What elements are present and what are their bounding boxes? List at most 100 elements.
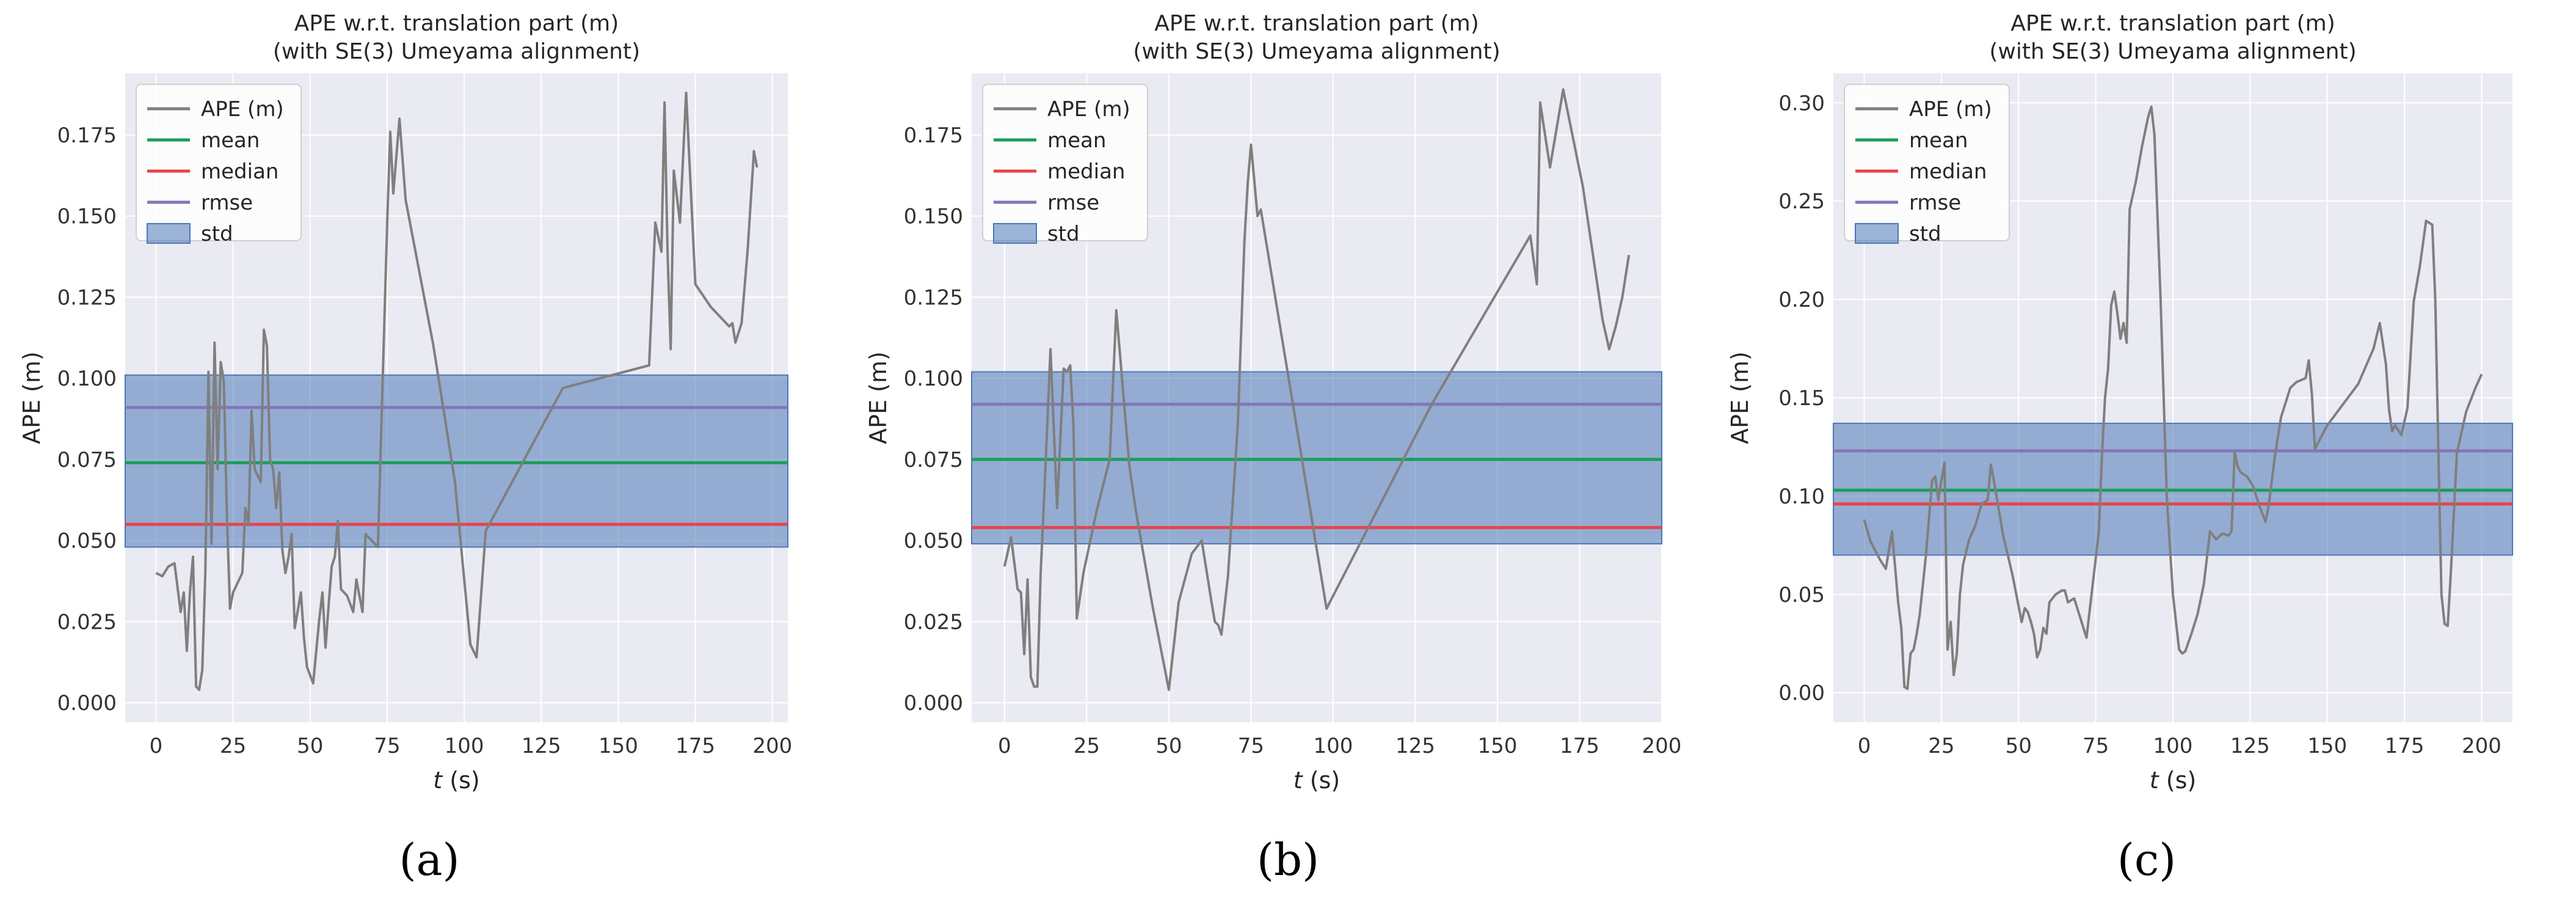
legend-label: rmse: [201, 191, 253, 215]
panel-label-c: (c): [2117, 834, 2177, 885]
legend-label: median: [201, 159, 278, 184]
chart-b: APE w.r.t. translation part (m) (with SE(…: [865, 11, 1682, 794]
legend-label: APE (m): [201, 97, 284, 122]
chart-title: APE w.r.t. translation part (m): [294, 11, 619, 36]
legend-label: mean: [201, 128, 260, 153]
panel-label-a: (a): [399, 834, 460, 885]
x-tick-label: 150: [1477, 734, 1517, 758]
x-tick-label: 75: [2083, 734, 2109, 758]
legend-label: std: [1909, 222, 1941, 246]
legend-label: mean: [1909, 128, 1968, 153]
y-tick-label: 0.125: [57, 285, 117, 310]
x-tick-label: 50: [2006, 734, 2032, 758]
legend-label: rmse: [1047, 191, 1099, 215]
y-tick-label: 0.10: [1778, 485, 1825, 509]
y-tick-label: 0.075: [904, 448, 963, 472]
x-axis-label-var: t: [2150, 767, 2160, 794]
y-tick-label: 0.100: [904, 367, 963, 391]
y-tick-label: 0.175: [57, 123, 117, 148]
x-tick-label: 125: [2230, 734, 2270, 758]
panel-label-b: (b): [1256, 834, 1320, 885]
x-tick-label: 100: [445, 734, 484, 758]
x-tick-label: 0: [998, 734, 1011, 758]
x-tick-label: 75: [374, 734, 400, 758]
chart-title: APE w.r.t. translation part (m): [1154, 11, 1479, 36]
x-tick-label: 175: [675, 734, 715, 758]
legend-label: APE (m): [1047, 97, 1130, 122]
y-tick-label: 0.150: [57, 205, 117, 229]
ape-series-line: [155, 91, 759, 691]
legend-label: std: [201, 222, 233, 246]
x-tick-label: 125: [522, 734, 561, 758]
chart-c: APE w.r.t. translation part (m) (with SE(…: [1726, 11, 2513, 794]
chart-title: APE w.r.t. translation part (m): [2010, 11, 2335, 36]
chart-panel-b: APE w.r.t. translation part (m) (with SE(…: [859, 0, 1717, 908]
y-tick-label: 0.050: [57, 529, 117, 554]
y-axis-label: APE (m): [18, 351, 45, 444]
y-axis-label: APE (m): [865, 351, 892, 444]
chart-subtitle: (with SE(3) Umeyama alignment): [1989, 39, 2356, 64]
y-tick-label: 0.25: [1778, 189, 1825, 214]
y-tick-label: 0.00: [1778, 681, 1825, 706]
legend-std-swatch: [1855, 223, 1899, 244]
x-axis-label-unit: (s): [442, 767, 480, 794]
x-tick-label: 125: [1395, 734, 1435, 758]
x-tick-label: 50: [297, 734, 323, 758]
x-tick-label: 100: [1313, 734, 1353, 758]
chart-panel-a: APE w.r.t. translation part (m) (with SE(…: [0, 0, 859, 908]
legend-label: median: [1909, 159, 1987, 184]
x-tick-label: 175: [1560, 734, 1599, 758]
x-axis-label: t (s): [2150, 767, 2196, 794]
chart-a: APE w.r.t. translation part (m) (with SE(…: [18, 11, 792, 794]
x-tick-label: 25: [220, 734, 246, 758]
y-tick-label: 0.000: [904, 691, 963, 716]
x-tick-label: 200: [1642, 734, 1682, 758]
x-tick-label: 200: [2462, 734, 2501, 758]
y-tick-label: 0.025: [904, 610, 963, 634]
legend-std-swatch: [993, 223, 1037, 244]
legend-label: APE (m): [1909, 97, 1992, 122]
x-tick-label: 100: [2153, 734, 2193, 758]
x-tick-label: 50: [1155, 734, 1182, 758]
x-axis-label-unit: (s): [1303, 767, 1341, 794]
y-tick-label: 0.075: [57, 448, 117, 472]
y-tick-label: 0.20: [1778, 288, 1825, 312]
x-tick-label: 175: [2385, 734, 2425, 758]
chart-panel-c: APE w.r.t. translation part (m) (with SE(…: [1717, 0, 2576, 908]
legend-label: median: [1047, 159, 1125, 184]
y-tick-label: 0.025: [57, 610, 117, 634]
ape-series-line: [1003, 88, 1631, 691]
y-tick-label: 0.05: [1778, 583, 1825, 607]
x-axis-label-unit: (s): [2159, 767, 2197, 794]
y-tick-label: 0.125: [904, 285, 963, 310]
legend-std-swatch: [147, 223, 191, 244]
y-tick-label: 0.15: [1778, 386, 1825, 411]
x-tick-label: 200: [752, 734, 792, 758]
legend-label: std: [1047, 222, 1080, 246]
y-tick-label: 0.100: [57, 367, 117, 391]
x-axis-label: t (s): [433, 767, 479, 794]
chart-subtitle: (with SE(3) Umeyama alignment): [273, 39, 640, 64]
x-tick-label: 150: [2307, 734, 2347, 758]
y-tick-label: 0.050: [904, 529, 963, 554]
std-band: [125, 374, 788, 548]
x-tick-label: 75: [1238, 734, 1264, 758]
x-axis-label-var: t: [1293, 767, 1304, 794]
y-tick-label: 0.175: [904, 123, 963, 148]
ape-series-line: [1863, 105, 2483, 690]
x-tick-label: 150: [599, 734, 638, 758]
legend-label: rmse: [1909, 191, 1961, 215]
x-tick-label: 0: [1858, 734, 1871, 758]
y-tick-label: 0.000: [57, 691, 117, 716]
chart-subtitle: (with SE(3) Umeyama alignment): [1133, 39, 1500, 64]
x-tick-label: 25: [1928, 734, 1954, 758]
x-tick-label: 25: [1074, 734, 1100, 758]
y-axis-label: APE (m): [1726, 351, 1753, 444]
y-tick-label: 0.30: [1778, 91, 1825, 115]
std-band: [971, 371, 1662, 544]
x-axis-label-var: t: [433, 767, 443, 794]
legend-label: mean: [1047, 128, 1106, 153]
y-tick-label: 0.150: [904, 205, 963, 229]
x-tick-label: 0: [150, 734, 163, 758]
x-axis-label: t (s): [1293, 767, 1340, 794]
